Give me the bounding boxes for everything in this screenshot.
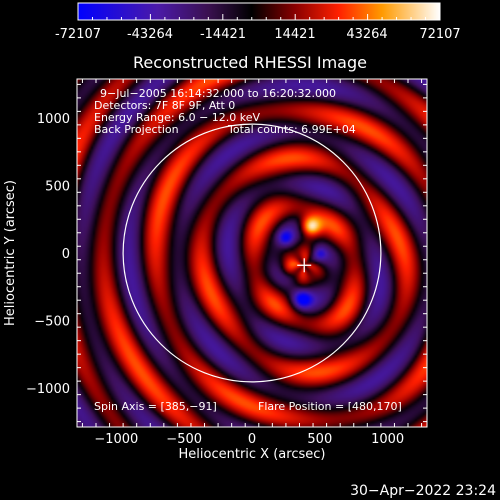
- x-tick-label: −500: [166, 432, 202, 447]
- y-tick-label: 0: [62, 247, 70, 262]
- info-total-counts: Total counts: 6.99E+04: [227, 123, 356, 136]
- y-tick-label: −500: [34, 314, 70, 329]
- x-tick-label: −1000: [94, 432, 138, 447]
- x-tick-label: 500: [307, 432, 332, 447]
- heatmap-image: [77, 79, 427, 427]
- info-energy-range: Energy Range: 6.0 − 12.0 keV: [94, 111, 261, 124]
- y-tick-labels: 1000 500 0 −500 −1000: [26, 112, 70, 397]
- y-axis-label: Heliocentric Y (arcsec): [3, 180, 18, 326]
- x-tick-label: 0: [248, 432, 256, 447]
- colorbar-gradient: [77, 2, 441, 21]
- y-tick-label: 500: [45, 180, 70, 195]
- plot-frame: [76, 78, 428, 428]
- chart-title: Reconstructed RHESSI Image: [133, 53, 367, 72]
- info-time-range: 9−Jul−2005 16:14:32.000 to 16:20:32.000: [100, 87, 336, 100]
- heatmap-raster: [77, 79, 427, 427]
- colorbar-tick-label-4: 43264: [346, 27, 387, 42]
- colorbar-tick-label-2: -14421: [200, 27, 246, 42]
- info-spin-axis: Spin Axis = [385,−91]: [94, 400, 217, 413]
- y-tick-label: 1000: [37, 112, 70, 127]
- y-tick-label: −1000: [26, 382, 70, 397]
- x-tick-label: 1000: [371, 432, 404, 447]
- colorbar-ticks: [77, 14, 441, 20]
- timestamp: 30−Apr−2022 23:24: [350, 483, 496, 499]
- colorbar-tick-label-3: 14421: [274, 27, 315, 42]
- x-axis-label: Heliocentric X (arcsec): [179, 447, 326, 462]
- solar-limb-circle: [122, 123, 382, 383]
- colorbar-tick-label-5: 72107: [419, 27, 460, 42]
- info-method: Back Projection: [94, 123, 179, 136]
- info-flare-position: Flare Position = [480,170]: [258, 400, 402, 413]
- colorbar-tick-label-0: -72107: [55, 27, 101, 42]
- x-tick-labels: −1000 −500 0 500 1000: [94, 432, 404, 447]
- info-detectors: Detectors: 7F 8F 9F, Att 0: [94, 99, 235, 112]
- spin-axis-marker: [297, 258, 312, 273]
- axis-ticks: [77, 79, 427, 427]
- colorbar: -72107 -43264 -14421 14421 43264 72107: [55, 2, 461, 42]
- colorbar-tick-label-1: -43264: [127, 27, 173, 42]
